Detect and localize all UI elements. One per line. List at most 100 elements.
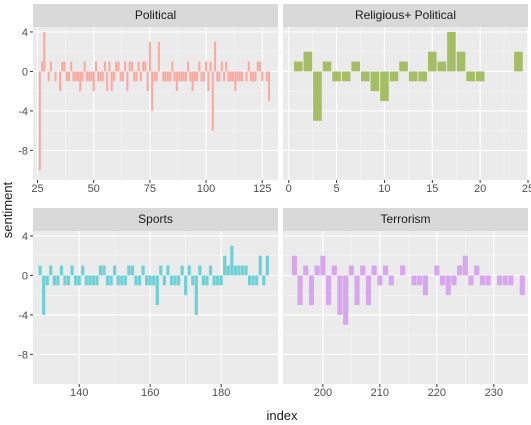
bar xyxy=(326,275,332,306)
bar xyxy=(56,275,60,286)
bar xyxy=(142,61,145,72)
bar xyxy=(159,265,163,276)
x-tick-label: 230 xyxy=(485,387,503,399)
bar xyxy=(256,61,259,72)
bar xyxy=(437,61,447,72)
bar xyxy=(422,275,429,296)
bar xyxy=(208,265,213,276)
bar xyxy=(468,275,474,286)
x-tick-label: 10 xyxy=(378,183,390,195)
bar xyxy=(113,265,117,276)
bar xyxy=(137,275,142,286)
bar xyxy=(120,275,124,286)
bar xyxy=(201,275,206,286)
bar xyxy=(236,71,239,82)
bar xyxy=(218,71,221,82)
bar xyxy=(447,31,456,72)
bar xyxy=(124,61,127,72)
bar xyxy=(466,71,475,82)
bar xyxy=(238,71,241,82)
bar xyxy=(59,265,64,276)
x-tick-label: 5 xyxy=(334,183,340,195)
y-tick-label: 4 xyxy=(22,27,28,39)
bar xyxy=(123,275,127,286)
bar xyxy=(169,275,174,286)
bar xyxy=(341,71,351,82)
bar xyxy=(427,51,437,72)
bar xyxy=(189,71,192,82)
bar xyxy=(173,71,176,82)
bar xyxy=(126,71,129,92)
bar xyxy=(130,265,135,276)
bar xyxy=(169,71,172,82)
bar xyxy=(262,275,266,286)
facet-panel: Terrorism 200 210 220 230 xyxy=(283,208,528,399)
bar xyxy=(54,71,57,82)
bar xyxy=(251,275,255,286)
bar xyxy=(49,265,53,276)
bar xyxy=(76,71,79,82)
bar xyxy=(475,71,485,82)
bar xyxy=(245,71,248,82)
bar xyxy=(200,71,203,82)
bar xyxy=(198,61,201,72)
bar xyxy=(187,265,191,276)
bar xyxy=(81,71,84,82)
bar xyxy=(72,71,75,82)
bar xyxy=(408,71,418,82)
bar xyxy=(308,275,315,306)
x-tick-label: 75 xyxy=(144,183,156,195)
bar xyxy=(139,71,142,82)
bar xyxy=(229,71,232,82)
bar xyxy=(92,71,95,92)
bar xyxy=(110,71,113,92)
bar xyxy=(81,265,85,276)
bar xyxy=(180,71,183,82)
facet-title: Political xyxy=(135,8,176,22)
bar xyxy=(116,275,120,286)
bar xyxy=(371,265,377,276)
bar xyxy=(61,61,64,72)
bar xyxy=(194,275,198,315)
bar xyxy=(348,265,354,276)
bar xyxy=(182,71,185,82)
bar xyxy=(184,275,188,296)
bar xyxy=(332,71,341,82)
bar xyxy=(388,275,394,286)
bar xyxy=(479,275,485,286)
bar xyxy=(144,61,147,72)
bar xyxy=(117,61,120,72)
bar xyxy=(151,71,154,111)
bar xyxy=(66,275,71,286)
bar xyxy=(166,265,170,276)
bar xyxy=(43,31,46,72)
x-tick-label: 160 xyxy=(141,387,159,399)
bar xyxy=(225,61,228,72)
bar xyxy=(121,71,124,82)
bar xyxy=(303,51,313,72)
bar xyxy=(42,275,46,315)
y-tick-label: -8 xyxy=(18,349,28,361)
bar xyxy=(47,71,50,82)
bar xyxy=(133,71,136,82)
bar xyxy=(389,71,399,82)
plot-background xyxy=(33,27,278,180)
x-tick-label: 50 xyxy=(88,183,100,195)
bar xyxy=(220,61,223,72)
plot-background xyxy=(33,231,278,384)
y-tick-label: -4 xyxy=(18,106,28,118)
bar xyxy=(514,51,523,72)
bar xyxy=(162,71,165,82)
bar xyxy=(85,71,88,82)
x-tick-label: 220 xyxy=(428,387,446,399)
bar xyxy=(196,71,199,82)
bar xyxy=(101,71,104,82)
bar xyxy=(247,61,250,72)
bar xyxy=(52,275,56,286)
bar xyxy=(58,71,61,92)
bar xyxy=(411,275,417,286)
x-tick-label: 140 xyxy=(70,387,88,399)
bar xyxy=(155,71,158,82)
bar xyxy=(166,71,169,82)
bar xyxy=(152,275,156,286)
